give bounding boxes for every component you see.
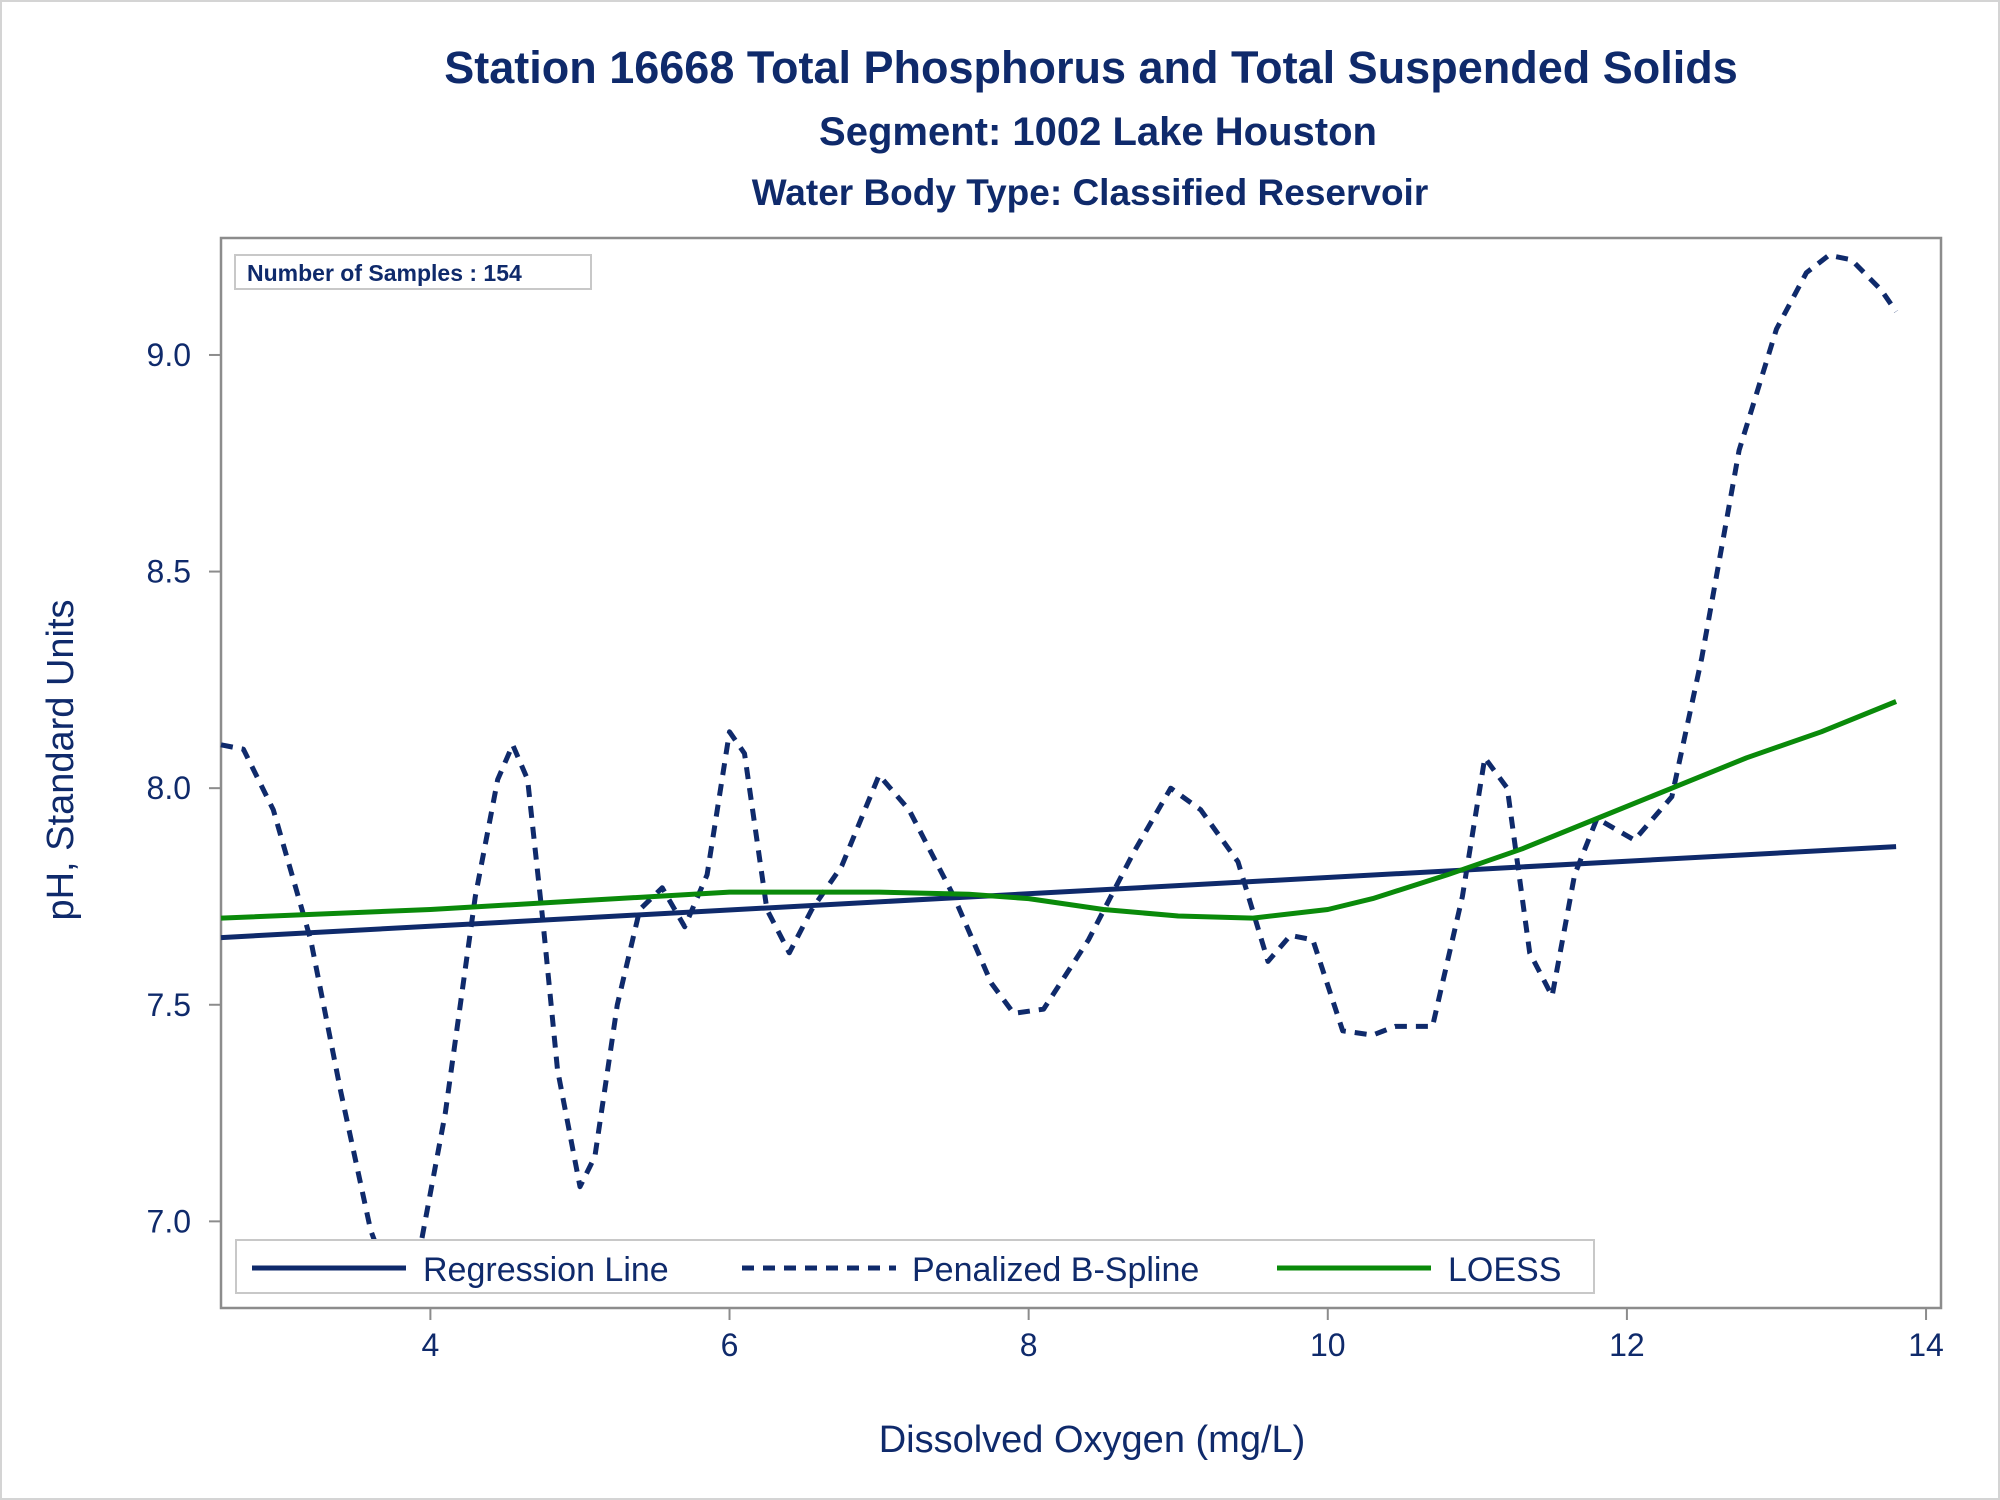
chart-subtitle-2: Water Body Type: Classified Reservoir: [752, 172, 1428, 213]
y-tick-label: 8.0: [147, 770, 191, 806]
y-tick-label: 7.0: [147, 1203, 191, 1239]
sample-count-inset: Number of Samples : 154: [234, 254, 592, 290]
x-tick-label: 12: [1609, 1327, 1645, 1363]
series-line-regression: [220, 844, 1897, 941]
x-axis-label: Dissolved Oxygen (mg/L): [879, 1419, 1306, 1461]
legend: Regression Line Penalized B-Spline LOESS: [235, 1239, 1595, 1294]
chart-subtitle: Segment: 1002 Lake Houston: [819, 110, 1377, 154]
sample-count-text: Number of Samples : 154: [247, 260, 522, 286]
x-tick-label: 4: [421, 1327, 439, 1363]
plot-area: [219, 236, 1943, 1310]
x-tick-label: 6: [721, 1327, 739, 1363]
sample-count-box: [234, 254, 592, 290]
x-tick-label: 8: [1020, 1327, 1038, 1363]
series-line-loess: [220, 699, 1898, 921]
x-axis: 4 6 8 10 12 14: [421, 1308, 1944, 1363]
y-axis-label: pH, Standard Units: [40, 599, 82, 920]
y-axis: 7.0 7.5 8.0 8.5 9.0: [147, 337, 221, 1239]
legend-label-loess: LOESS: [1448, 1251, 1561, 1289]
series-layer: [220, 252, 1899, 1294]
y-tick-label: 8.5: [147, 554, 191, 590]
legend-label-regression: Regression Line: [423, 1251, 669, 1289]
legend-label-spline: Penalized B-Spline: [912, 1251, 1199, 1289]
x-tick-label: 10: [1310, 1327, 1346, 1363]
x-tick-label: 14: [1908, 1327, 1944, 1363]
series-line-spline: [220, 252, 1899, 1294]
chart-title: Station 16668 Total Phosphorus and Total…: [444, 42, 1738, 93]
y-tick-label: 7.5: [147, 987, 191, 1023]
y-tick-label: 9.0: [147, 337, 191, 373]
